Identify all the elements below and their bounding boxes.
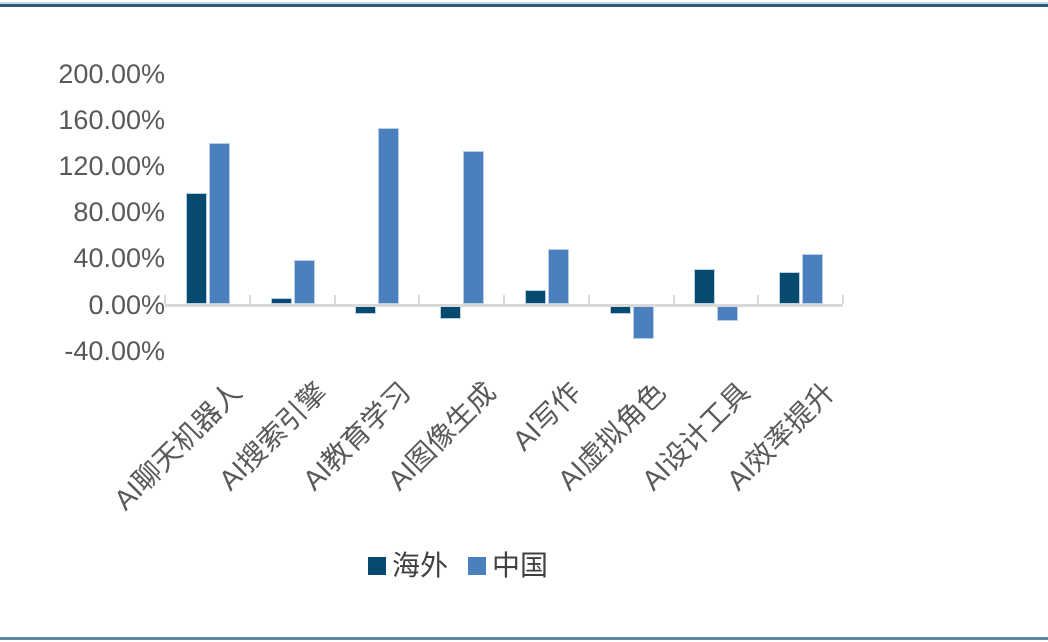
top-accent-line <box>0 4 1048 7</box>
bar-海外-AI搜索引擎 <box>270 297 292 305</box>
y-axis-tick-label: 40.00% <box>73 243 165 274</box>
y-axis-tick-label: 0.00% <box>88 289 165 320</box>
x-axis-tick <box>503 295 505 304</box>
legend-swatch-overseas <box>367 557 386 575</box>
bar-海外-AI写作 <box>524 289 546 305</box>
bar-中国-AI图像生成 <box>463 151 485 305</box>
x-axis-tick <box>164 295 166 304</box>
x-axis-tick <box>248 295 251 304</box>
chart-legend: 海外 中国 <box>0 552 982 580</box>
y-axis-tick-label: 80.00% <box>73 197 165 228</box>
bar-海外-AI效率提升 <box>779 272 801 305</box>
bar-中国-AI搜索引擎 <box>293 259 315 305</box>
legend-swatch-china <box>468 557 486 575</box>
x-axis-tick <box>587 295 590 304</box>
x-axis-line <box>165 304 843 307</box>
x-axis-tick <box>333 295 336 304</box>
bar-中国-AI效率提升 <box>802 253 824 305</box>
y-axis-tick-label: 160.00% <box>58 105 165 136</box>
legend-label-overseas: 海外 <box>391 550 448 581</box>
bar-中国-AI教育学习 <box>378 128 400 305</box>
bar-中国-AI虚拟角色 <box>632 304 654 340</box>
y-axis-tick-label: 200.00% <box>58 59 165 89</box>
legend-label-china: 中国 <box>492 550 549 581</box>
bar-中国-AI写作 <box>547 249 569 305</box>
bottom-accent-line <box>0 637 1048 640</box>
legend-item-overseas: 海外 <box>367 550 448 581</box>
legend-item-china: 中国 <box>468 552 548 580</box>
top-accent-line-light <box>0 2 1048 4</box>
x-axis-tick <box>757 295 760 304</box>
y-axis-tick-label: 120.00% <box>58 151 165 182</box>
category-label: AI聊天机器人 <box>107 376 248 516</box>
y-axis-tick-label: -40.00% <box>64 335 165 366</box>
bar-海外-AI聊天机器人 <box>185 192 207 305</box>
x-axis-tick <box>672 295 675 304</box>
x-axis-tick <box>418 295 421 304</box>
bar-中国-AI聊天机器人 <box>208 143 230 305</box>
bar-海外-AI设计工具 <box>694 268 716 305</box>
x-axis-tick <box>842 295 844 304</box>
